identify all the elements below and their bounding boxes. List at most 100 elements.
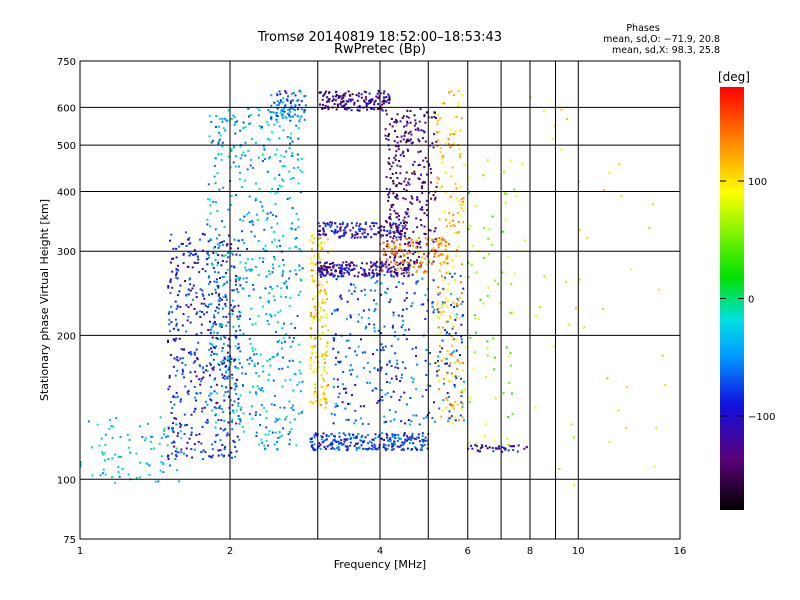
scatter-point	[403, 134, 406, 137]
scatter-point	[195, 434, 198, 437]
scatter-point	[311, 347, 314, 350]
scatter-point	[321, 299, 324, 302]
scatter-point	[416, 363, 419, 366]
scatter-point	[234, 165, 237, 168]
scatter-point	[447, 288, 450, 291]
scatter-point	[357, 320, 360, 323]
scatter-point	[461, 315, 464, 318]
scatter-point	[342, 221, 344, 224]
scatter-point	[238, 362, 241, 365]
scatter-point	[215, 252, 218, 255]
scatter-point	[318, 445, 321, 448]
scatter-point	[230, 117, 233, 120]
scatter-point	[167, 286, 170, 289]
scatter-point	[267, 170, 270, 173]
scatter-point	[444, 248, 447, 251]
scatter-point	[451, 132, 454, 135]
scatter-point	[163, 429, 165, 432]
scatter-point	[259, 296, 262, 299]
scatter-point	[406, 261, 409, 264]
scatter-point	[397, 247, 400, 250]
scatter-point	[272, 111, 275, 114]
scatter-point	[412, 414, 415, 417]
scatter-point	[327, 105, 329, 108]
scatter-point	[452, 266, 455, 268]
scatter-point	[421, 434, 424, 437]
scatter-point	[295, 444, 298, 447]
scatter-point	[223, 419, 226, 422]
scatter-point	[280, 109, 283, 112]
scatter-point	[222, 284, 224, 287]
scatter-point	[389, 218, 392, 221]
scatter-point	[436, 333, 439, 336]
scatter-point	[286, 136, 289, 138]
scatter-point	[322, 229, 325, 231]
scatter-point	[411, 302, 414, 305]
scatter-point	[380, 343, 383, 346]
scatter-point	[402, 253, 405, 256]
scatter-point	[175, 453, 177, 456]
scatter-point	[395, 378, 398, 381]
scatter-point	[386, 436, 389, 439]
scatter-point	[190, 427, 193, 430]
scatter-point	[258, 187, 261, 190]
scatter-point	[451, 219, 454, 222]
scatter-point	[333, 337, 336, 340]
scatter-point	[193, 443, 196, 446]
scatter-point	[282, 97, 285, 100]
scatter-point	[303, 111, 306, 114]
scatter-point	[207, 240, 210, 243]
scatter-point	[358, 225, 361, 228]
scatter-point	[459, 129, 462, 132]
scatter-point	[406, 243, 409, 246]
scatter-point	[358, 109, 361, 112]
scatter-points	[79, 89, 667, 486]
scatter-point	[186, 391, 189, 394]
scatter-point	[188, 237, 191, 240]
scatter-point	[471, 244, 474, 247]
scatter-point	[394, 212, 397, 215]
scatter-point	[454, 375, 457, 378]
scatter-point	[400, 135, 403, 138]
scatter-point	[394, 158, 397, 161]
scatter-point	[381, 100, 384, 103]
scatter-point	[454, 318, 457, 321]
scatter-point	[168, 376, 171, 379]
scatter-point	[345, 231, 347, 234]
scatter-point	[209, 320, 211, 323]
scatter-point	[355, 222, 358, 225]
scatter-point	[417, 251, 420, 254]
scatter-point	[314, 296, 317, 299]
scatter-point	[359, 236, 362, 239]
scatter-point	[279, 93, 282, 96]
scatter-point	[276, 441, 278, 443]
scatter-point	[196, 255, 199, 258]
scatter-point	[457, 304, 460, 307]
scatter-point	[444, 301, 447, 304]
scatter-point	[463, 380, 465, 383]
scatter-point	[210, 399, 213, 402]
scatter-point	[406, 268, 409, 271]
scatter-point	[264, 447, 267, 450]
scatter-point	[370, 228, 373, 231]
scatter-point	[394, 130, 396, 133]
scatter-point	[345, 391, 348, 394]
scatter-point	[281, 178, 283, 181]
scatter-point	[219, 324, 221, 327]
scatter-point	[285, 280, 288, 283]
scatter-point	[334, 356, 337, 359]
scatter-point	[209, 238, 212, 241]
scatter-point	[578, 228, 581, 231]
scatter-point	[204, 400, 207, 403]
scatter-point	[203, 406, 206, 409]
scatter-point	[252, 223, 255, 226]
scatter-point	[425, 199, 428, 202]
scatter-point	[372, 448, 374, 451]
scatter-point	[205, 258, 208, 260]
scatter-point	[382, 253, 385, 256]
scatter-point	[387, 93, 390, 96]
scatter-point	[449, 128, 452, 131]
scatter-point	[459, 296, 462, 299]
scatter-point	[386, 259, 389, 261]
scatter-point	[345, 261, 348, 264]
